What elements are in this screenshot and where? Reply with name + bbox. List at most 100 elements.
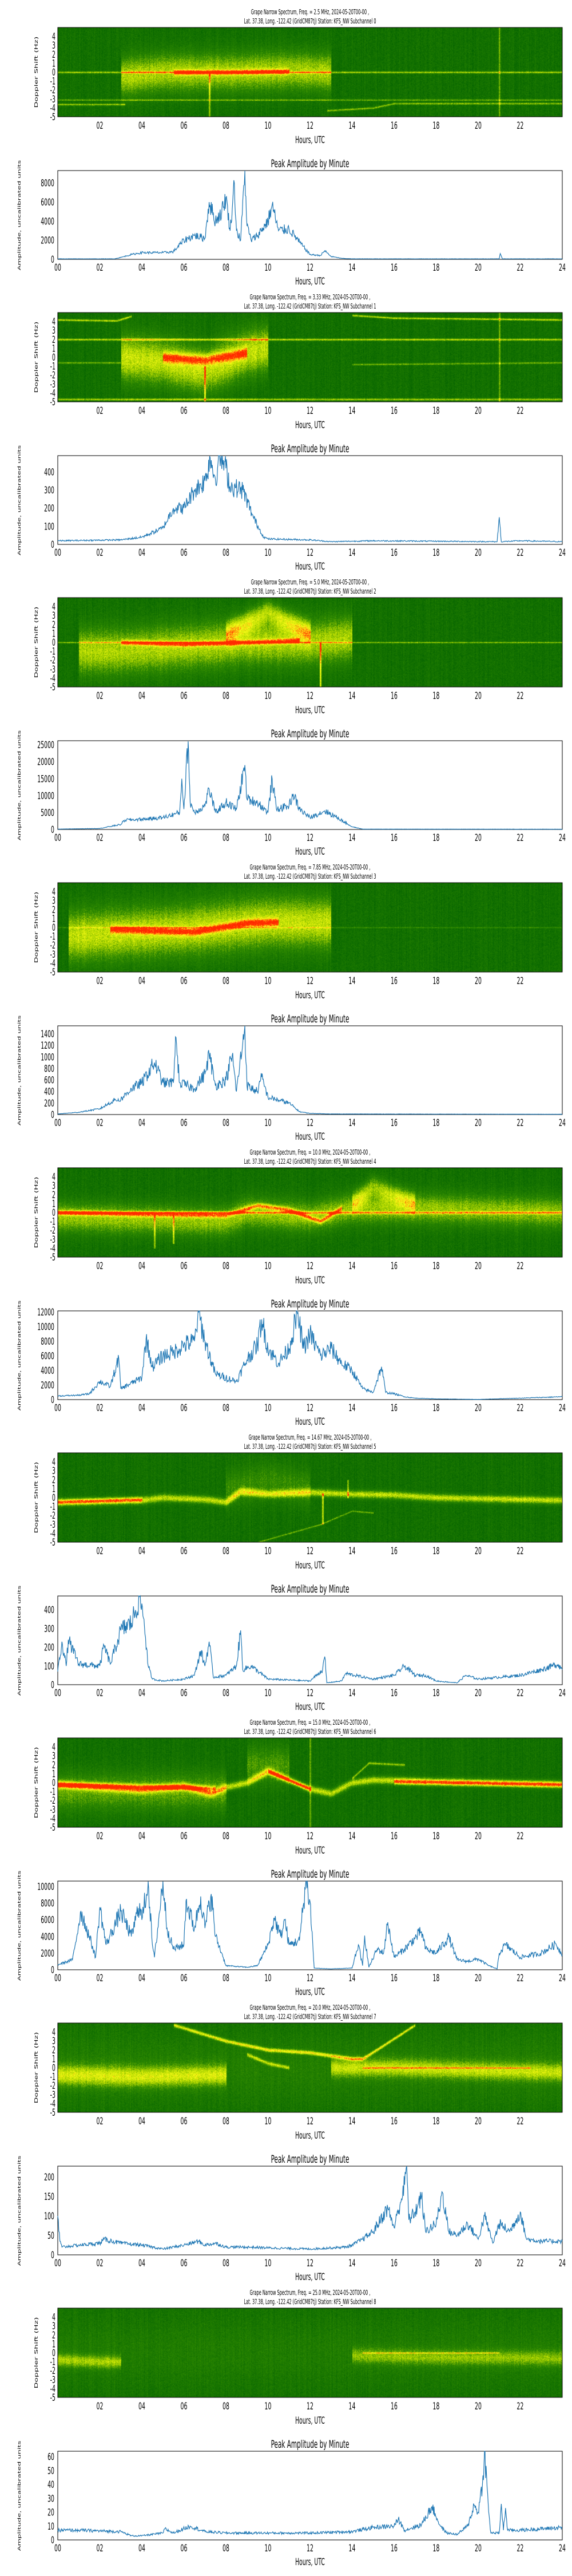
spectrogram-ytick-label: -5 [50, 112, 55, 123]
amplitude-xlabel: Hours, UTC [295, 2557, 325, 2568]
amplitude-ylabel: Amplitude, uncalibrated units [17, 1301, 22, 1411]
spectrogram-ytick-label: 0 [52, 1777, 55, 1789]
amplitude-ytick-label: 400 [44, 467, 54, 479]
spectrogram-frame [57, 312, 563, 402]
amplitude-xtick-label: 00 [54, 832, 61, 844]
amplitude-ytick-label: 0 [51, 2250, 54, 2261]
amplitude-xtick-label: 04 [138, 262, 145, 274]
spectrogram-ytick-label: 2 [52, 1760, 55, 1771]
spectrogram-ytick-label: 4 [52, 887, 55, 898]
amplitude-xtick-label: 02 [97, 547, 104, 559]
spectrogram-xtick-label: 10 [265, 1831, 272, 1842]
spectrogram-xtick-label: 14 [349, 975, 356, 987]
spectrogram-title-line-2: Lat. 37.38, Long. -122.42 (GridCM87tj) S… [244, 1158, 376, 1166]
spectrogram-ylabel: Doppler Shift (Hz) [34, 1462, 39, 1534]
spectrogram-xtick-label: 12 [307, 1546, 313, 1557]
amplitude-xtick-label: 24 [559, 832, 566, 844]
spectrogram-ytick-label: -1 [50, 2072, 55, 2083]
amplitude-ytick-label: 100 [44, 1661, 54, 1672]
amplitude-frame [57, 1880, 563, 1970]
spectrogram-frame [57, 1737, 563, 1828]
amplitude-xtick-label: 06 [181, 2258, 188, 2269]
amplitude-xlabel: Hours, UTC [295, 1986, 325, 1998]
spectrogram-xtick-label: 14 [349, 1261, 356, 1272]
spectrogram-xtick-label: 14 [349, 2401, 356, 2412]
amplitude-xtick-label: 00 [54, 1402, 61, 1414]
spectrogram-ytick-label: -3 [50, 664, 55, 675]
spectrogram-xtick-label: 04 [138, 690, 145, 702]
spectrogram-xtick-label: 20 [475, 1546, 482, 1557]
amplitude-ytick-label: 10 [47, 2521, 54, 2532]
spectrogram-xtick-label: 22 [517, 690, 524, 702]
spectrogram-xlabel: Hours, UTC [295, 1275, 325, 1286]
amplitude-xtick-label: 10 [265, 2258, 272, 2269]
spectrogram-xtick-label: 18 [433, 1546, 440, 1557]
spectrogram-xtick-label: 04 [138, 1546, 145, 1557]
amplitude-ytick-label: 600 [44, 1075, 54, 1086]
amplitude-ytick-label: 40 [47, 2479, 54, 2491]
amplitude-xtick-label: 14 [349, 262, 356, 274]
amplitude-ytick-label: 25000 [37, 740, 54, 751]
amplitude-ytick-label: 15000 [37, 773, 54, 785]
spectrogram-xtick-label: 12 [307, 975, 313, 987]
amplitude-xtick-label: 08 [223, 1688, 229, 1699]
spectrogram-ytick-label: -1 [50, 1787, 55, 1798]
amplitude-xtick-label: 08 [223, 832, 229, 844]
amplitude-title: Peak Amplitude by Minute [271, 2153, 349, 2166]
spectrogram-xtick-label: 12 [307, 1831, 313, 1842]
spectrogram-ylabel: Doppler Shift (Hz) [34, 1747, 39, 1819]
amplitude-title: Peak Amplitude by Minute [271, 442, 349, 455]
spectrogram-ytick-label: -2 [50, 1510, 55, 1522]
amplitude-title: Peak Amplitude by Minute [271, 1868, 349, 1880]
spectrogram-ytick-label: 2 [52, 1190, 55, 1201]
spectrogram-ytick-label: 3 [52, 610, 55, 622]
spectrogram-xtick-label: 10 [265, 690, 272, 702]
amplitude-line [57, 2451, 563, 2537]
amplitude-xtick-label: 02 [97, 1688, 104, 1699]
amplitude-line [58, 1025, 562, 1115]
spectrogram-xtick-label: 12 [307, 405, 313, 417]
spectrogram-ytick-label: 4 [52, 2312, 55, 2324]
spectrogram-ytick-label: 1 [52, 914, 55, 925]
amplitude-xtick-label: 20 [475, 1117, 482, 1129]
amplitude-title: Peak Amplitude by Minute [271, 728, 349, 740]
amplitude-xtick-label: 24 [559, 1973, 566, 1984]
spectrogram-ytick-label: -3 [50, 1519, 55, 1531]
amplitude-ytick-label: 6000 [41, 197, 54, 208]
spectrogram-xtick-label: 12 [307, 1261, 313, 1272]
amplitude-line [57, 455, 563, 543]
spectrogram-xtick-label: 16 [391, 1546, 398, 1557]
spectrogram-title-line-1: Grape Narrow Spectrum, Freq. = 25.0 MHz,… [250, 2289, 371, 2297]
amplitude-xtick-label: 10 [265, 2543, 272, 2554]
amplitude-ylabel: Amplitude, uncalibrated units [17, 730, 22, 841]
amplitude-ytick-label: 30 [47, 2493, 54, 2504]
spectrogram-xtick-label: 16 [391, 2401, 398, 2412]
amplitude-xlabel: Hours, UTC [295, 561, 325, 572]
spectrogram-heatmap [58, 1168, 562, 1257]
amplitude-ytick-label: 150 [44, 2191, 54, 2203]
amplitude-xtick-label: 18 [433, 2258, 440, 2269]
spectrogram-xtick-label: 20 [475, 2116, 482, 2127]
amplitude-ytick-label: 0 [51, 824, 54, 836]
spectrogram-xtick-label: 18 [433, 690, 440, 702]
amplitude-ytick-label: 200 [44, 1642, 54, 1654]
spectrogram-ytick-label: 1 [52, 343, 55, 355]
spectrogram-xlabel: Hours, UTC [295, 2415, 325, 2427]
amplitude-xtick-label: 06 [181, 262, 188, 274]
amplitude-xtick-label: 10 [265, 1402, 272, 1414]
amplitude-xtick-label: 00 [54, 547, 61, 559]
spectrogram-xtick-label: 14 [349, 2116, 356, 2127]
amplitude-xtick-label: 14 [349, 1117, 356, 1129]
spectrogram-xtick-label: 20 [475, 1261, 482, 1272]
spectrogram-xtick-label: 22 [517, 1546, 524, 1557]
amplitude-xtick-label: 16 [391, 1973, 398, 1984]
amplitude-xtick-label: 18 [433, 1688, 440, 1699]
spectrogram-xtick-label: 02 [97, 120, 104, 132]
amplitude-xtick-label: 00 [54, 262, 61, 274]
spectrogram-ytick-label: 2 [52, 619, 55, 631]
spectrogram-xtick-label: 04 [138, 120, 145, 132]
amplitude-title: Peak Amplitude by Minute [271, 1013, 349, 1025]
spectrogram-ytick-label: 3 [52, 1180, 55, 1192]
amplitude-xtick-label: 20 [475, 262, 482, 274]
amplitude-xlabel: Hours, UTC [295, 2271, 325, 2283]
